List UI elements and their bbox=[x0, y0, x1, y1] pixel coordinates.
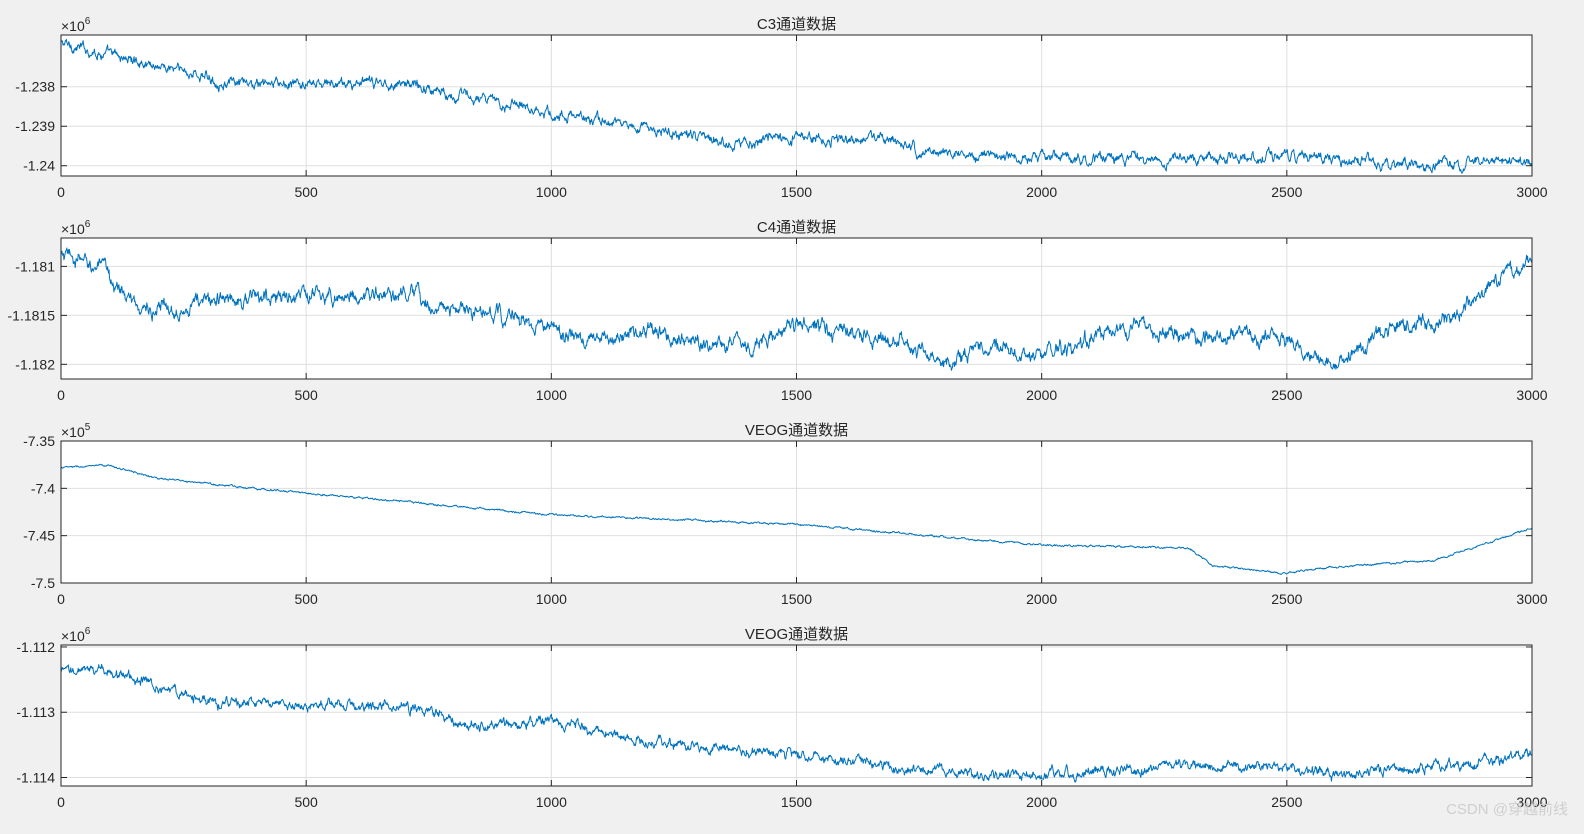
x-tick-label: 500 bbox=[294, 184, 318, 200]
subplot-1: 0 500 1000 1500 2000 2500 3000 -1.24 -1.239 -1.23… bbox=[15, 16, 1547, 200]
x-tick-label: 1000 bbox=[536, 794, 567, 810]
series-line bbox=[60, 38, 1533, 174]
y-tick-label: -1.239 bbox=[15, 118, 55, 134]
x-tick-label: 2500 bbox=[1271, 387, 1302, 403]
subplots: 0 500 1000 1500 2000 2500 3000 -1.24 -1.239 -1.23… bbox=[8, 16, 1548, 810]
x-tick-label: 2500 bbox=[1271, 794, 1302, 810]
x-tick-label: 1500 bbox=[781, 794, 812, 810]
subplot-4: 0 500 1000 1500 2000 2500 3000 -1.114 -1.113 -1.1… bbox=[16, 626, 1547, 810]
x-tick-label: 3000 bbox=[1516, 794, 1547, 810]
x-tick-label: 1000 bbox=[536, 387, 567, 403]
x-tick-label: 0 bbox=[57, 387, 65, 403]
x-tick-label: 1000 bbox=[536, 184, 567, 200]
subplot-2: 0 500 1000 1500 2000 2500 3000 -1.182 -1.1815 -1.… bbox=[8, 219, 1548, 403]
series-line bbox=[60, 663, 1533, 783]
x-tick-label: 0 bbox=[57, 184, 65, 200]
x-tick-label: 2000 bbox=[1026, 591, 1057, 607]
x-tick-label: 1500 bbox=[781, 591, 812, 607]
y-exponent-label: ×106 bbox=[61, 16, 91, 34]
x-tick-label: 3000 bbox=[1516, 387, 1547, 403]
y-tick-label: -7.5 bbox=[31, 575, 55, 591]
x-tick-label: 2000 bbox=[1026, 184, 1057, 200]
subplot-title: C3通道数据 bbox=[757, 16, 836, 33]
y-tick-label: -1.114 bbox=[16, 770, 55, 786]
y-tick-label: -7.45 bbox=[23, 528, 55, 544]
x-tick-label: 2000 bbox=[1026, 794, 1057, 810]
x-tick-label: 3000 bbox=[1516, 184, 1547, 200]
y-tick-label: -1.113 bbox=[16, 704, 55, 720]
x-tick-label: 2500 bbox=[1271, 591, 1302, 607]
watermark: CSDN @穿越前线 bbox=[1446, 801, 1568, 818]
y-tick-label: -1.182 bbox=[15, 356, 55, 372]
x-tick-label: 0 bbox=[57, 794, 65, 810]
y-exponent-label: ×105 bbox=[61, 422, 91, 440]
subplot-3: 0 500 1000 1500 2000 2500 3000 -7.5 -7.45 -7.4 -7.… bbox=[23, 422, 1548, 607]
x-tick-label: 0 bbox=[57, 591, 65, 607]
x-tick-label: 500 bbox=[294, 591, 318, 607]
x-tick-label: 1500 bbox=[781, 387, 812, 403]
y-tick-label: -1.1815 bbox=[8, 307, 56, 323]
series-line bbox=[60, 247, 1533, 371]
x-tick-label: 2500 bbox=[1271, 184, 1302, 200]
x-tick-label: 1000 bbox=[536, 591, 567, 607]
subplot-title: VEOG通道数据 bbox=[745, 422, 848, 439]
y-tick-label: -1.181 bbox=[15, 258, 55, 274]
x-tick-label: 500 bbox=[294, 387, 318, 403]
x-tick-label: 2000 bbox=[1026, 387, 1057, 403]
x-tick-label: 500 bbox=[294, 794, 318, 810]
x-tick-label: 1500 bbox=[781, 184, 812, 200]
y-tick-label: -1.112 bbox=[16, 639, 55, 655]
y-exponent-label: ×106 bbox=[61, 626, 91, 644]
y-tick-label: -7.35 bbox=[23, 433, 55, 449]
y-tick-label: -1.24 bbox=[23, 158, 55, 174]
subplot-title: VEOG通道数据 bbox=[745, 626, 848, 643]
y-tick-label: -1.238 bbox=[15, 79, 55, 95]
x-tick-label: 3000 bbox=[1516, 591, 1547, 607]
y-tick-label: -7.4 bbox=[31, 480, 55, 496]
series-line bbox=[60, 463, 1533, 575]
y-exponent-label: ×106 bbox=[61, 219, 91, 237]
subplot-title: C4通道数据 bbox=[757, 219, 836, 236]
